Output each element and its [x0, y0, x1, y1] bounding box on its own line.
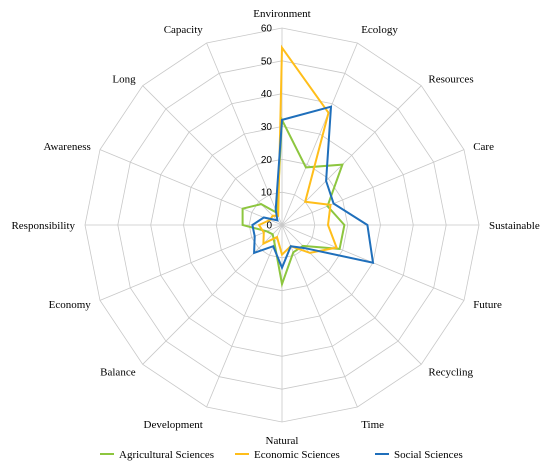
legend: Agricultural Sciences Economic Sciences So…	[100, 449, 463, 461]
grid-spoke-9	[206, 224, 283, 408]
grid-spoke-1	[281, 42, 358, 226]
grid-spoke-15	[206, 42, 283, 226]
tick-label-0: 0	[266, 221, 272, 232]
grid-spoke-2	[281, 85, 422, 226]
legend-label-agricultural-sciences: Agricultural Sciences	[119, 449, 214, 461]
axis-label-balance: Balance	[100, 366, 136, 378]
grid-spoke-7	[281, 224, 358, 408]
axis-label-ecology: Ecology	[361, 24, 398, 36]
axis-label-capacity: Capacity	[164, 24, 204, 36]
tick-label-10: 10	[261, 188, 273, 199]
series-layer	[241, 44, 375, 288]
grid-spoke-13	[99, 149, 283, 226]
axis-label-awareness: Awareness	[44, 141, 91, 153]
axis-label-recycling: Recycling	[428, 366, 473, 378]
axis-label-time: Time	[361, 419, 384, 431]
series-line-social-sciences	[251, 105, 375, 271]
tick-label-50: 50	[261, 56, 273, 67]
axis-label-long: Long	[112, 74, 136, 86]
legend-label-social-sciences: Social Sciences	[394, 449, 463, 461]
tick-label-30: 30	[261, 122, 273, 133]
grid-layer	[84, 27, 480, 423]
grid-spoke-14	[142, 85, 283, 226]
axis-label-natural: Natural	[266, 435, 299, 447]
axis-label-responsibility: Responsibility	[11, 220, 75, 232]
tick-label-20: 20	[261, 155, 273, 166]
axis-label-economy: Economy	[49, 299, 92, 311]
grid-spoke-11	[99, 224, 283, 301]
axis-label-future: Future	[473, 299, 502, 311]
axis-label-development: Development	[144, 419, 203, 431]
tick-label-40: 40	[261, 89, 273, 100]
grid-spoke-3	[281, 149, 465, 226]
axis-label-sustainable: Sustainable	[489, 220, 540, 232]
grid-spoke-10	[142, 224, 283, 365]
tick-label-60: 60	[261, 24, 273, 35]
axis-label-environment: Environment	[253, 8, 310, 20]
label-layer: 0 10 20 30 40 50 60 Environment Ecology Resources…	[11, 8, 539, 447]
axis-label-care: Care	[473, 141, 494, 153]
legend-label-economic-sciences: Economic Sciences	[254, 449, 340, 461]
axis-label-resources: Resources	[428, 74, 473, 86]
series-line-agricultural-sciences	[241, 116, 346, 288]
